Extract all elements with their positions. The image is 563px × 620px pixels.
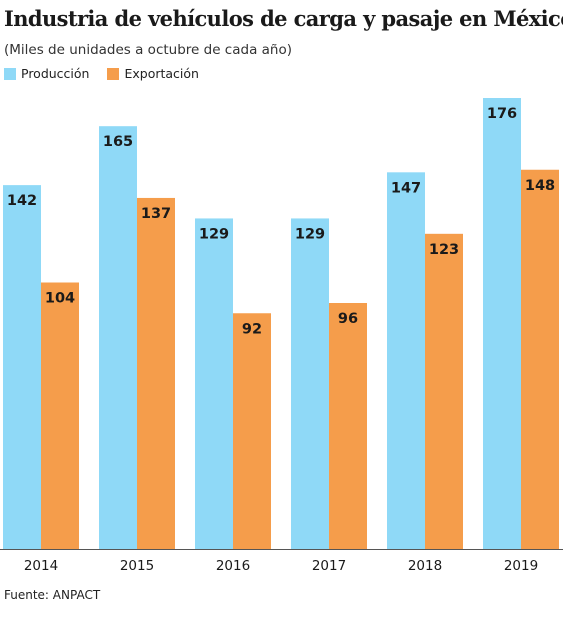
legend-item-produccion: Producción bbox=[4, 66, 89, 81]
data-label-exportacion-2019: 148 bbox=[525, 178, 555, 194]
legend-swatch-produccion bbox=[4, 67, 16, 80]
x-tick-label-2019: 2019 bbox=[504, 558, 538, 574]
bar-exportacion-2014 bbox=[41, 282, 79, 549]
bar-produccion-2015 bbox=[99, 126, 137, 549]
bar-exportacion-2017 bbox=[329, 303, 367, 549]
x-tick-label-2015: 2015 bbox=[120, 558, 154, 574]
data-label-exportacion-2014: 104 bbox=[45, 291, 75, 307]
x-tick-label-2017: 2017 bbox=[312, 558, 346, 574]
chart-subtitle: (Miles de unidades a octubre de cada año… bbox=[4, 42, 292, 58]
bar-produccion-2019 bbox=[483, 98, 521, 549]
bar-produccion-2016 bbox=[195, 218, 233, 549]
legend-label-exportacion: Exportación bbox=[124, 66, 199, 81]
x-tick-label-2016: 2016 bbox=[216, 558, 250, 574]
data-label-produccion-2018: 147 bbox=[391, 180, 421, 196]
data-label-exportacion-2017: 96 bbox=[338, 311, 358, 327]
bar-produccion-2014 bbox=[3, 185, 41, 549]
data-label-produccion-2016: 129 bbox=[199, 226, 229, 242]
bar-produccion-2018 bbox=[387, 172, 425, 549]
data-label-produccion-2015: 165 bbox=[103, 134, 133, 150]
legend-label-produccion: Producción bbox=[21, 66, 90, 81]
bar-exportacion-2018 bbox=[425, 233, 463, 549]
legend-swatch-exportacion bbox=[107, 67, 120, 80]
data-label-exportacion-2018: 123 bbox=[429, 242, 459, 258]
data-label-produccion-2017: 129 bbox=[295, 226, 325, 242]
chart-title: Industria de vehículos de carga y pasaje… bbox=[4, 6, 563, 31]
legend-item-exportacion: Exportación bbox=[107, 66, 199, 81]
x-tick-label-2014: 2014 bbox=[24, 558, 58, 574]
data-label-exportacion-2015: 137 bbox=[141, 206, 171, 222]
bar-produccion-2017 bbox=[291, 218, 329, 549]
data-label-exportacion-2016: 92 bbox=[242, 321, 262, 337]
data-label-produccion-2014: 142 bbox=[7, 193, 37, 209]
x-tick-label-2018: 2018 bbox=[408, 558, 442, 574]
bar-exportacion-2019 bbox=[521, 169, 559, 549]
data-label-produccion-2019: 176 bbox=[487, 106, 517, 122]
legend: Producción Exportación bbox=[4, 66, 217, 81]
bar-exportacion-2015 bbox=[137, 197, 175, 549]
source-note: Fuente: ANPACT bbox=[4, 588, 101, 602]
bar-exportacion-2016 bbox=[233, 313, 271, 549]
